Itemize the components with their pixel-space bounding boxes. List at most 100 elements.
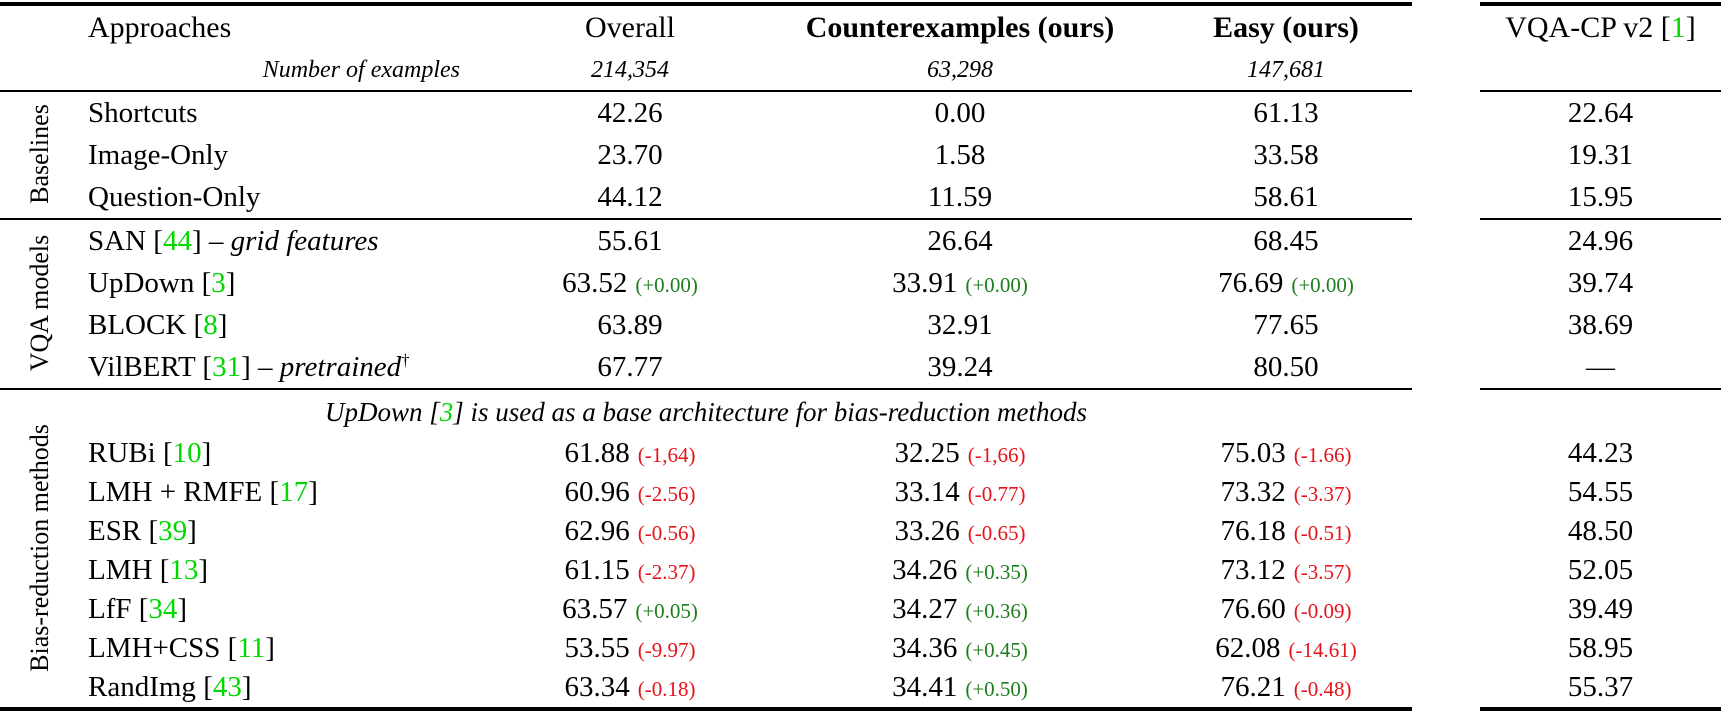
citation-number: 39 xyxy=(158,515,188,547)
easy-cell: 68.45 xyxy=(1160,225,1412,258)
metric-value: 60.96 xyxy=(564,476,630,508)
counterexamples-cell: 33.26 (-0.65) xyxy=(760,515,1160,548)
column-header-overall: Overall xyxy=(585,11,675,44)
citation-number: 44 xyxy=(162,224,192,257)
overall-cell: 62.96 (-0.56) xyxy=(500,515,760,548)
metric-value: 24.96 xyxy=(1567,224,1634,257)
examples-overall: 214,354 xyxy=(591,56,669,83)
metric-value: 11.59 xyxy=(927,180,993,213)
counterexamples-cell: 34.41 (+0.50) xyxy=(760,671,1160,704)
table-row: LMH [13] 61.15 (-2.37) 34.26 (+0.35) 73.12 (-3… xyxy=(0,551,1412,590)
approach-name: BLOCK xyxy=(88,308,187,341)
column-header-counterexamples: Counterexamples (ours) xyxy=(805,11,1115,44)
citation-number: 10 xyxy=(172,437,202,469)
approach-cell: Image-Only xyxy=(0,139,500,172)
overall-cell: 61.15 (-2.37) xyxy=(500,554,760,587)
table-row: BLOCK [8] 63.89 32.91 77.65 xyxy=(0,304,1412,346)
counterexamples-cell: 34.27 (+0.36) xyxy=(760,593,1160,626)
note-spacer xyxy=(1480,390,1721,434)
table-row: 44.23 xyxy=(1480,434,1721,473)
vqacp-cell: — xyxy=(1480,351,1721,384)
easy-cell: 62.08 (-14.61) xyxy=(1160,632,1412,665)
table-row: 24.96 xyxy=(1480,220,1721,262)
delta-badge: (-0.48) xyxy=(1293,677,1352,701)
citation: [31] xyxy=(195,350,251,383)
overall-cell: 63.89 xyxy=(500,309,760,342)
citation: [11] xyxy=(220,632,275,664)
citation-number: 1 xyxy=(1670,11,1686,44)
metric-value: 55.37 xyxy=(1567,671,1634,703)
metric-value: 0.00 xyxy=(934,96,986,129)
metric-value: 76.21 xyxy=(1220,671,1286,703)
metric-value: 39.24 xyxy=(927,350,993,383)
citation-number: 8 xyxy=(203,308,218,341)
column-header-approaches: Approaches xyxy=(88,11,232,44)
easy-cell: 76.21 (-0.48) xyxy=(1160,671,1412,704)
section-side: 24.96 39.74 38.69 — xyxy=(1480,218,1721,388)
citation: [10] xyxy=(155,437,212,469)
metric-value: 76.18 xyxy=(1220,515,1286,547)
approach-name: Question-Only xyxy=(88,180,261,213)
counterexamples-cell: 1.58 xyxy=(760,139,1160,172)
delta-badge: (-1,64) xyxy=(637,443,696,467)
approach-name: LfF xyxy=(88,593,132,625)
approach-cell: RUBi [10] xyxy=(0,437,500,470)
overall-cell: 63.57 (+0.05) xyxy=(500,593,760,626)
metric-value: 34.27 xyxy=(892,593,958,625)
citation: [17] xyxy=(262,476,318,508)
vqacp-cell: 48.50 xyxy=(1480,515,1721,548)
metric-value: 63.34 xyxy=(564,671,630,703)
dagger-icon: † xyxy=(401,349,410,369)
metric-value: 62.08 xyxy=(1215,632,1281,664)
overall-cell: 53.55 (-9.97) xyxy=(500,632,760,665)
approach-name: SAN xyxy=(88,224,147,257)
section-band: Shortcuts 42.26 0.00 61.13 Image-Only 23.70 1.… xyxy=(0,90,1721,218)
delta-badge: (-0.77) xyxy=(967,482,1026,506)
table-row: RandImg [43] 63.34 (-0.18) 34.41 (+0.50) 76.2… xyxy=(0,668,1412,707)
column-header-vqacp: VQA-CP v2 [1] xyxy=(1505,11,1696,44)
counterexamples-cell: 11.59 xyxy=(760,181,1160,214)
easy-cell: 75.03 (-1.66) xyxy=(1160,437,1412,470)
metric-value: 52.05 xyxy=(1567,554,1634,586)
metric-value: 33.91 xyxy=(892,266,958,299)
section-main: SAN [44] – grid features 55.61 26.64 68.45 U… xyxy=(0,218,1412,388)
delta-badge: (-1,66) xyxy=(967,443,1026,467)
vqacp-cell: 54.55 xyxy=(1480,476,1721,509)
table-row: 39.74 xyxy=(1480,262,1721,304)
citation: [39] xyxy=(141,515,197,547)
easy-cell: 76.60 (-0.09) xyxy=(1160,593,1412,626)
vqacp-cell: 58.95 xyxy=(1480,632,1721,665)
section-band: SAN [44] – grid features 55.61 26.64 68.45 U… xyxy=(0,218,1721,388)
metric-value: 33.14 xyxy=(894,476,960,508)
table-row: 22.64 xyxy=(1480,92,1721,134)
section-label-baselines: Baselines xyxy=(25,104,54,204)
easy-cell: 73.32 (-3.37) xyxy=(1160,476,1412,509)
metric-value: 55.61 xyxy=(597,224,663,257)
counterexamples-cell: 34.26 (+0.35) xyxy=(760,554,1160,587)
approach-name: ESR xyxy=(88,515,142,547)
vqacp-cell: 39.49 xyxy=(1480,593,1721,626)
approach-name: LMH+CSS xyxy=(88,632,221,664)
vqacp-cell: 24.96 xyxy=(1480,225,1721,258)
metric-value: 44.12 xyxy=(597,180,663,213)
note-pre: UpDown [ xyxy=(325,396,440,427)
vqacp-cell: 22.64 xyxy=(1480,97,1721,130)
metric-value: 48.50 xyxy=(1567,515,1634,547)
citation: [8] xyxy=(186,308,228,341)
table-row: Shortcuts 42.26 0.00 61.13 xyxy=(0,92,1412,134)
metric-value: 54.55 xyxy=(1567,476,1634,508)
counterexamples-cell: 32.25 (-1,66) xyxy=(760,437,1160,470)
citation-number: 13 xyxy=(169,554,199,586)
table-row: 55.37 xyxy=(1480,668,1721,707)
approach-cell: SAN [44] – grid features xyxy=(0,225,500,258)
delta-badge: (-0.09) xyxy=(1293,599,1352,623)
table-gap xyxy=(1412,388,1480,707)
delta-badge: (-14.61) xyxy=(1288,638,1357,662)
table-row: RUBi [10] 61.88 (-1,64) 32.25 (-1,66) 75.03 (-… xyxy=(0,434,1412,473)
metric-value: 61.13 xyxy=(1253,96,1319,129)
table-row: 38.69 xyxy=(1480,304,1721,346)
citation: [3] xyxy=(194,266,236,299)
metric-value: 26.64 xyxy=(927,224,993,257)
delta-badge: (-0.65) xyxy=(967,521,1026,545)
